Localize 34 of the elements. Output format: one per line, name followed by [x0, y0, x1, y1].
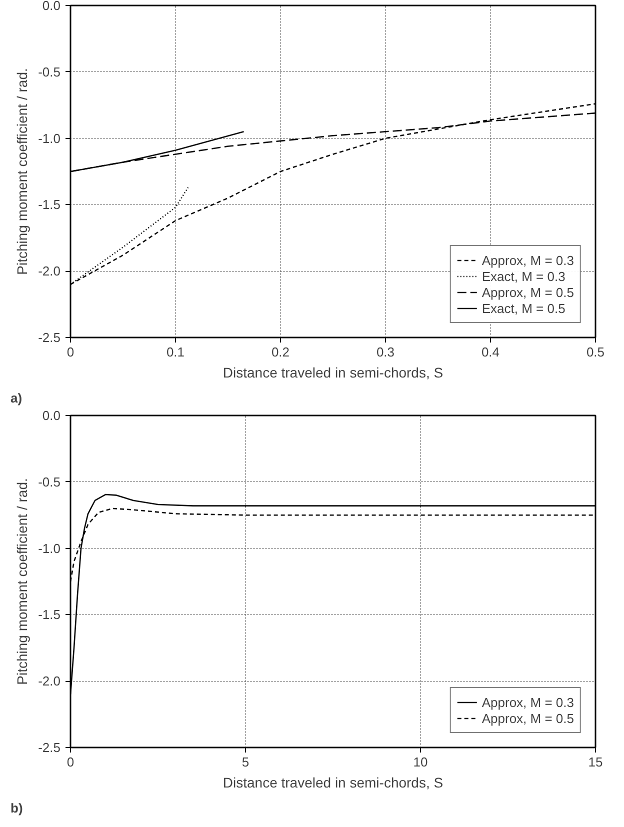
x-tick-label: 0.2: [271, 344, 290, 360]
x-axis-title: Distance traveled in semi-chords, S: [222, 774, 444, 790]
legend-label: Approx, M = 0.3: [482, 694, 574, 710]
y-axis-title: Pitching moment coefficient / rad.: [14, 68, 30, 275]
legend-label: Approx, M = 0.5: [482, 284, 574, 300]
y-tick-label: -1.5: [38, 197, 61, 212]
x-tick-label: 0.5: [586, 344, 605, 360]
x-tick-label: 0.3: [376, 344, 395, 360]
y-tick-label: -1.0: [38, 130, 61, 146]
y-tick-label: -2.5: [38, 330, 61, 345]
x-axis-title: Distance traveled in semi-chords, S: [222, 364, 444, 380]
y-tick-label: -2.5: [38, 740, 61, 755]
x-tick-label: 0.4: [481, 344, 500, 360]
y-tick-label: -2.0: [38, 674, 61, 689]
y-tick-label: -0.5: [38, 474, 61, 490]
x-tick-label: 0: [66, 754, 74, 770]
y-tick-label: -1.0: [38, 540, 61, 556]
y-tick-label: 0.0: [42, 0, 61, 13]
x-tick-label: 5: [242, 754, 250, 770]
x-tick-label: 0.1: [166, 344, 185, 360]
legend-label: Exact, M = 0.5: [482, 300, 566, 316]
x-tick-label: 0: [66, 344, 74, 360]
y-tick-label: 0.0: [42, 408, 61, 423]
text: a): [10, 390, 22, 406]
legend-label: Exact, M = 0.3: [482, 268, 566, 284]
y-tick-label: -0.5: [38, 64, 61, 80]
legend-label: Approx, M = 0.5: [482, 710, 574, 726]
legend-label: Approx, M = 0.3: [482, 252, 574, 268]
text: b): [10, 800, 23, 816]
y-tick-label: -1.5: [38, 607, 61, 622]
y-tick-label: -2.0: [38, 264, 61, 279]
x-tick-label: 10: [413, 754, 428, 770]
y-axis-title: Pitching moment coefficient / rad.: [14, 478, 30, 685]
x-tick-label: 15: [588, 754, 603, 770]
